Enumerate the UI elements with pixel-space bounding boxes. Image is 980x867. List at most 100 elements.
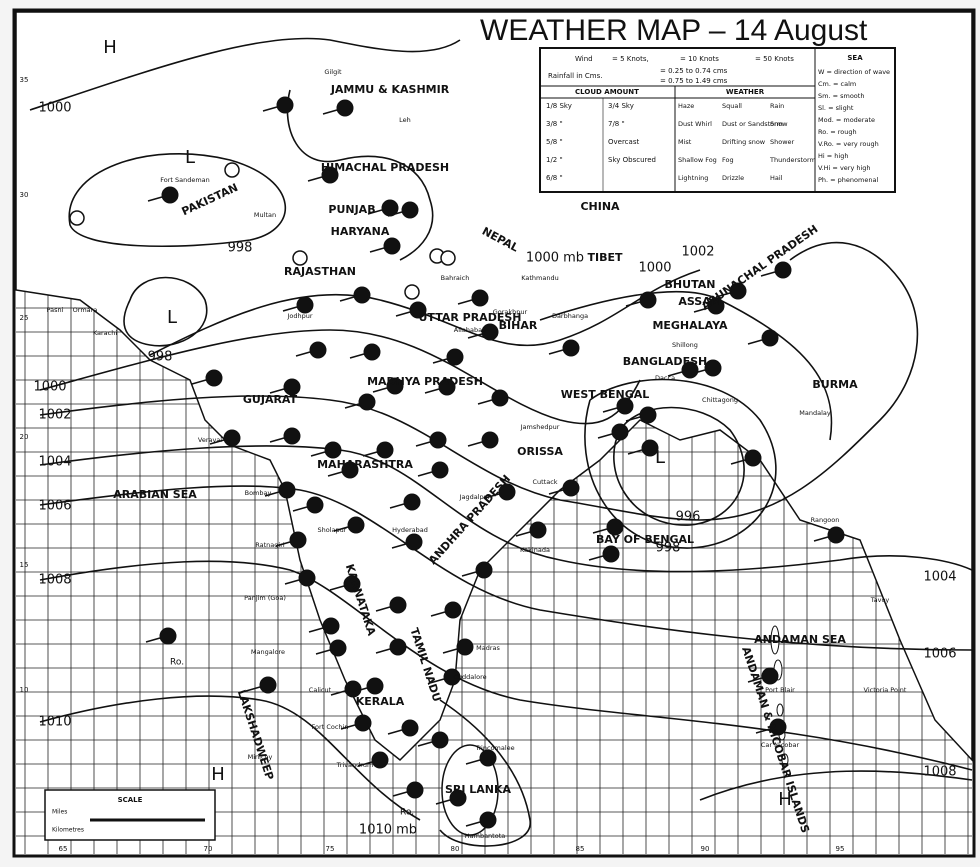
wind-barb <box>369 247 385 253</box>
wind-barb <box>597 433 613 439</box>
city-label: Veraval <box>198 436 222 444</box>
station-symbol <box>283 378 301 396</box>
region-label: ORISSA <box>517 445 563 458</box>
station-symbol <box>405 533 423 551</box>
pressure-center: H <box>103 37 117 58</box>
longitude-label: 65 <box>59 845 68 853</box>
sea-state-label: Ro. <box>400 808 414 818</box>
station-symbol <box>498 483 516 501</box>
wind-barb <box>330 690 346 696</box>
legend-text: 6/8 " <box>546 174 563 182</box>
wind-barb <box>372 387 388 393</box>
wind-barb <box>245 686 261 692</box>
city-label: Mandalay <box>799 409 831 417</box>
legend-text: Wind <box>575 55 593 63</box>
city-label: Minicoy <box>248 753 273 761</box>
wind-barb <box>813 536 829 542</box>
wind-barb <box>424 388 440 394</box>
legend-text: V.Ro. = very rough <box>818 140 879 148</box>
region-label: HARYANA <box>331 225 390 238</box>
wind-barb <box>602 407 618 413</box>
city-label: Jamshedpur <box>520 423 560 431</box>
latitude-label: 15 <box>20 561 29 569</box>
station-symbol <box>443 668 461 686</box>
wind-barb <box>417 741 433 747</box>
region-label: BIHAR <box>499 319 538 332</box>
station-symbol <box>386 377 404 395</box>
wind-barb <box>690 369 706 375</box>
wind-barb <box>269 388 285 394</box>
station-symbol <box>336 99 354 117</box>
legend-text: Snow <box>770 120 788 128</box>
station-symbol-clear <box>440 250 456 266</box>
station-symbol <box>223 429 241 447</box>
station-symbol <box>769 718 787 736</box>
city-label: Kakinada <box>520 546 550 554</box>
wind-barb <box>367 209 383 215</box>
station-symbol <box>383 237 401 255</box>
station-symbol <box>681 361 699 379</box>
station-symbol <box>278 481 296 499</box>
wind-barb <box>484 493 500 499</box>
legend-text: Dust Whirl <box>678 120 712 128</box>
city-label: Mangalore <box>251 648 285 656</box>
isobar-label: 1000 mb <box>526 251 584 266</box>
city-label: Rangoon <box>811 516 840 524</box>
legend-text: Ro. = rough <box>818 128 857 136</box>
station-symbol <box>449 789 467 807</box>
city-label: Kathmandu <box>521 274 558 282</box>
station-symbol <box>376 441 394 459</box>
city-label: Allahabad <box>454 326 486 334</box>
wind-barb <box>327 471 343 477</box>
legend-text: Squall <box>722 102 742 110</box>
station-symbol <box>431 461 449 479</box>
station-symbol <box>389 596 407 614</box>
legend-text: = 50 Knots <box>755 55 794 63</box>
legend-text: 7/8 " <box>608 120 625 128</box>
isobar-label: 1006 <box>923 647 956 662</box>
wind-barb <box>315 649 331 655</box>
legend-text: Hail <box>770 174 783 182</box>
isobar-label: 1004 <box>923 570 956 585</box>
wind-barb <box>307 176 323 182</box>
wind-barb <box>357 761 373 767</box>
station-symbol <box>276 96 294 114</box>
station-symbol <box>347 516 365 534</box>
legend-text: Thunderstorm <box>769 156 816 164</box>
latitude-label: 20 <box>20 433 29 441</box>
longitude-label: 95 <box>836 845 845 853</box>
station-symbol-clear <box>224 162 240 178</box>
region-label: BANGLADESH <box>623 355 707 368</box>
stations <box>69 96 845 829</box>
wind-barb <box>375 648 391 654</box>
station-symbol <box>479 749 497 767</box>
isobar-label: 998 <box>228 241 253 256</box>
legend-text: Hi = high <box>818 152 848 160</box>
wind-barb <box>477 399 493 405</box>
station-symbol <box>456 638 474 656</box>
wind-barb <box>262 106 278 112</box>
city-label: Cuddalore <box>453 673 486 681</box>
legend-text: Dust or Sandstorm <box>722 120 783 128</box>
wind-barb <box>282 306 298 312</box>
wind-barb <box>375 606 391 612</box>
station-symbol <box>444 601 462 619</box>
wind-barb <box>352 687 368 693</box>
legend-text: 1/2 " <box>546 156 563 164</box>
station-symbol <box>491 389 509 407</box>
legend-text: 1/8 Sky <box>546 102 572 110</box>
wind-barb <box>284 579 300 585</box>
wind-barb <box>432 358 448 364</box>
pressure-center: L <box>167 307 177 328</box>
station-symbol <box>446 348 464 366</box>
wind-barb <box>269 437 285 443</box>
wind-barb <box>340 724 356 730</box>
station-symbol <box>562 339 580 357</box>
region-label: MAHARASHTRA <box>317 458 413 471</box>
legend-text: Rain <box>770 102 784 110</box>
legend-text: Shallow Fog <box>678 156 717 164</box>
city-label: Bombay <box>245 489 272 497</box>
region-label: ANDAMAN SEA <box>754 633 846 646</box>
city-label: Tavoy <box>870 596 890 604</box>
